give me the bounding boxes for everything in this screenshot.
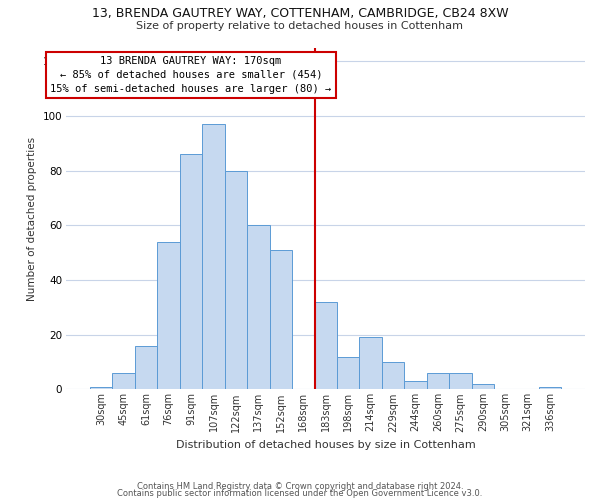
Bar <box>247 226 269 390</box>
Bar <box>449 373 472 390</box>
Y-axis label: Number of detached properties: Number of detached properties <box>27 136 37 300</box>
Text: 13, BRENDA GAUTREY WAY, COTTENHAM, CAMBRIDGE, CB24 8XW: 13, BRENDA GAUTREY WAY, COTTENHAM, CAMBR… <box>92 8 508 20</box>
Bar <box>359 338 382 390</box>
Bar <box>112 373 135 390</box>
Text: Contains HM Land Registry data © Crown copyright and database right 2024.: Contains HM Land Registry data © Crown c… <box>137 482 463 491</box>
Bar <box>539 386 562 390</box>
Bar <box>472 384 494 390</box>
Bar <box>90 386 112 390</box>
Bar <box>314 302 337 390</box>
Bar <box>337 356 359 390</box>
Bar <box>202 124 225 390</box>
Text: Size of property relative to detached houses in Cottenham: Size of property relative to detached ho… <box>137 21 464 31</box>
X-axis label: Distribution of detached houses by size in Cottenham: Distribution of detached houses by size … <box>176 440 476 450</box>
Text: Contains public sector information licensed under the Open Government Licence v3: Contains public sector information licen… <box>118 488 482 498</box>
Bar <box>180 154 202 390</box>
Bar <box>382 362 404 390</box>
Text: 13 BRENDA GAUTREY WAY: 170sqm
← 85% of detached houses are smaller (454)
15% of : 13 BRENDA GAUTREY WAY: 170sqm ← 85% of d… <box>50 56 332 94</box>
Bar <box>157 242 180 390</box>
Bar <box>135 346 157 390</box>
Bar <box>427 373 449 390</box>
Bar <box>269 250 292 390</box>
Bar <box>225 170 247 390</box>
Bar <box>404 381 427 390</box>
